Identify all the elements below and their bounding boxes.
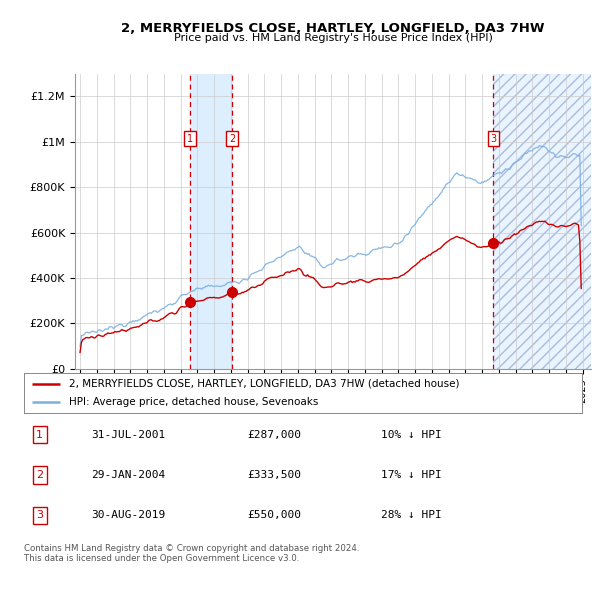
Text: 28% ↓ HPI: 28% ↓ HPI [381,510,442,520]
Text: £287,000: £287,000 [247,430,301,440]
Text: 2, MERRYFIELDS CLOSE, HARTLEY, LONGFIELD, DA3 7HW (detached house): 2, MERRYFIELDS CLOSE, HARTLEY, LONGFIELD… [68,379,459,389]
Text: 30-AUG-2019: 30-AUG-2019 [91,510,165,520]
Bar [493,74,591,369]
Text: 3: 3 [490,134,496,143]
Text: 17% ↓ HPI: 17% ↓ HPI [381,470,442,480]
Text: HPI: Average price, detached house, Sevenoaks: HPI: Average price, detached house, Seve… [68,397,318,407]
Bar [190,74,232,369]
Text: 2: 2 [229,134,235,143]
Text: 1: 1 [187,134,193,143]
Text: 31-JUL-2001: 31-JUL-2001 [91,430,165,440]
Text: Contains HM Land Registry data © Crown copyright and database right 2024.
This d: Contains HM Land Registry data © Crown c… [24,544,359,563]
Text: Price paid vs. HM Land Registry's House Price Index (HPI): Price paid vs. HM Land Registry's House … [173,33,493,43]
Text: 3: 3 [36,510,43,520]
Text: 10% ↓ HPI: 10% ↓ HPI [381,430,442,440]
Text: 2: 2 [36,470,43,480]
Bar [493,74,591,369]
Text: 29-JAN-2004: 29-JAN-2004 [91,470,165,480]
Text: 2, MERRYFIELDS CLOSE, HARTLEY, LONGFIELD, DA3 7HW: 2, MERRYFIELDS CLOSE, HARTLEY, LONGFIELD… [121,22,545,35]
Text: 1: 1 [36,430,43,440]
Text: £333,500: £333,500 [247,470,301,480]
Text: £550,000: £550,000 [247,510,301,520]
